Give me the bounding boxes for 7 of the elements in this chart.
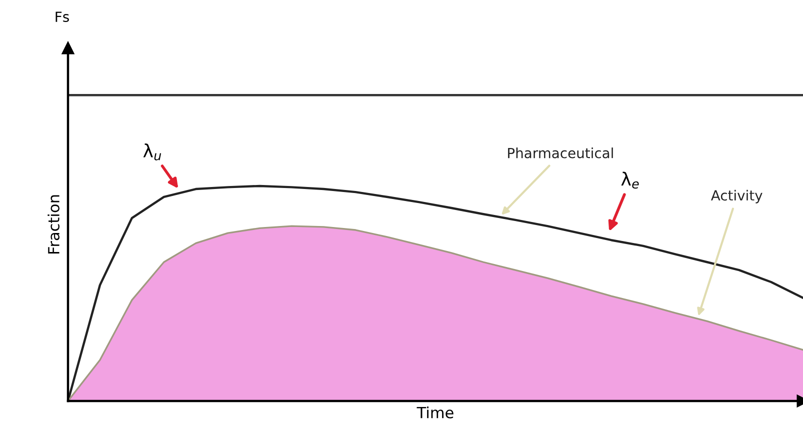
annotation: λ$_{e}$ <box>621 172 639 189</box>
text: Fs <box>56 12 69 22</box>
x-axis-title: Time <box>416 406 454 418</box>
text: Activity <box>710 190 762 204</box>
annotation: λ$_{u}$ <box>143 143 162 160</box>
y-axis-title: Fraction <box>48 195 60 254</box>
text: Pharmaceutical <box>508 148 613 158</box>
